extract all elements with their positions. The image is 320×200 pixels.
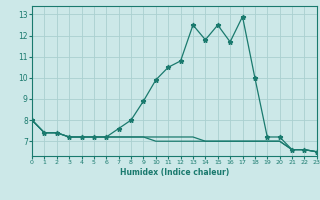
X-axis label: Humidex (Indice chaleur): Humidex (Indice chaleur) (120, 168, 229, 177)
